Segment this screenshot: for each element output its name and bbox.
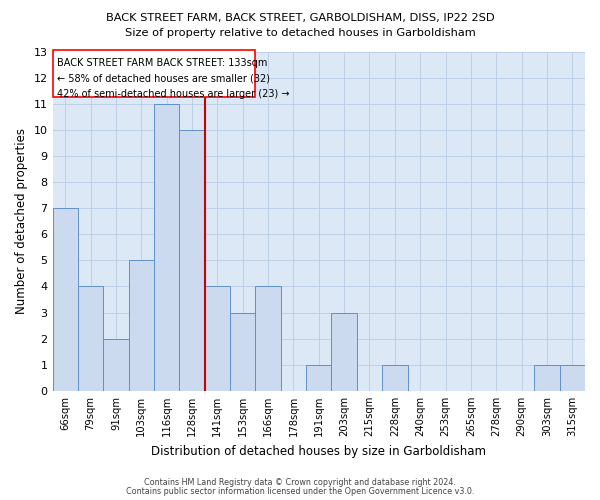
Bar (103, 338, 128, 391)
Bar (382, 365, 407, 391)
Bar (154, 104, 179, 391)
Bar (256, 286, 281, 391)
Bar (230, 312, 256, 391)
Text: 42% of semi-detached houses are larger (23) →: 42% of semi-detached houses are larger (… (57, 89, 289, 99)
Bar (179, 130, 205, 391)
Text: ← 58% of detached houses are smaller (32): ← 58% of detached houses are smaller (32… (57, 73, 270, 83)
Text: BACK STREET FARM BACK STREET: 133sqm: BACK STREET FARM BACK STREET: 133sqm (57, 58, 267, 68)
Bar (53, 208, 78, 391)
Text: Contains HM Land Registry data © Crown copyright and database right 2024.: Contains HM Land Registry data © Crown c… (144, 478, 456, 487)
Bar (128, 260, 154, 391)
Bar (306, 365, 331, 391)
Text: Size of property relative to detached houses in Garboldisham: Size of property relative to detached ho… (125, 28, 475, 38)
Text: BACK STREET FARM, BACK STREET, GARBOLDISHAM, DISS, IP22 2SD: BACK STREET FARM, BACK STREET, GARBOLDIS… (106, 12, 494, 22)
Y-axis label: Number of detached properties: Number of detached properties (15, 128, 28, 314)
Bar (331, 312, 357, 391)
Text: Contains public sector information licensed under the Open Government Licence v3: Contains public sector information licen… (126, 487, 474, 496)
Bar (534, 365, 560, 391)
Bar (560, 365, 585, 391)
Bar (78, 286, 103, 391)
FancyBboxPatch shape (53, 50, 256, 97)
Bar (205, 286, 230, 391)
X-axis label: Distribution of detached houses by size in Garboldisham: Distribution of detached houses by size … (151, 444, 486, 458)
